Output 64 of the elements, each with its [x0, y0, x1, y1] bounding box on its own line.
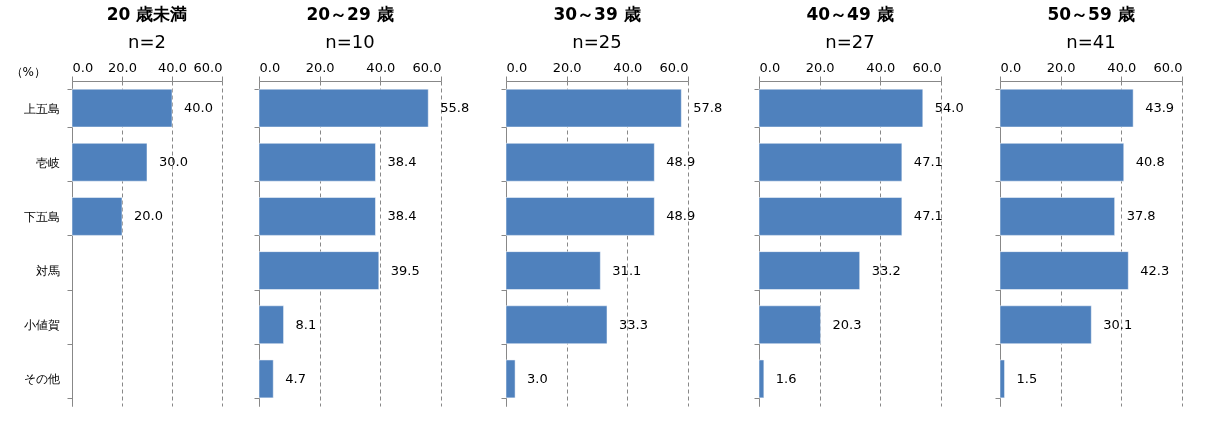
data-label: 38.4: [387, 208, 417, 224]
data-label: 30.1: [1103, 316, 1133, 332]
x-tick-label: 60.0: [659, 59, 689, 75]
y-tick-label: 小値賀: [23, 318, 60, 333]
x-tick-label: 60.0: [912, 59, 942, 75]
chart-title: 40～49 歳: [806, 4, 894, 24]
data-label: 37.8: [1126, 208, 1156, 224]
chart-title: 30～39 歳: [553, 4, 641, 24]
x-tick-label: 60.0: [412, 59, 442, 75]
x-tick-label: 0.0: [1000, 59, 1022, 75]
data-label: 48.9: [666, 154, 696, 170]
data-label: 8.1: [295, 316, 317, 332]
data-label: 40.8: [1135, 154, 1165, 170]
y-tick-label: 対馬: [35, 264, 60, 279]
data-label: 42.3: [1140, 262, 1170, 278]
chart-subtitle: n=25: [572, 31, 622, 52]
x-tick-label: 20.0: [108, 59, 137, 75]
x-tick-label: 40.0: [1107, 59, 1137, 75]
x-tick-label: 0.0: [759, 59, 781, 75]
x-tick-label: 0.0: [506, 59, 528, 75]
data-label: 47.1: [913, 154, 943, 170]
x-tick-label: 20.0: [1046, 59, 1076, 75]
y-tick-label: 上五島: [23, 101, 60, 116]
chart-subtitle: n=2: [128, 31, 166, 52]
x-tick-label: 0.0: [72, 59, 94, 75]
y-tick-label: 下五島: [23, 209, 60, 224]
data-label: 33.3: [619, 316, 648, 332]
x-tick-label: 0.0: [259, 59, 281, 75]
data-label: 54.0: [934, 100, 964, 116]
x-tick-label: 20.0: [552, 59, 582, 75]
data-label: 38.4: [387, 154, 417, 170]
data-label: 57.8: [693, 100, 723, 116]
data-label: 48.9: [666, 208, 696, 224]
data-label: 30.0: [159, 154, 188, 170]
chart-title: 20～29 歳: [306, 4, 394, 24]
data-label: 47.1: [913, 208, 943, 224]
chart-subtitle: n=10: [325, 31, 375, 52]
data-label: 1.5: [1016, 370, 1038, 386]
data-label: 33.2: [871, 262, 901, 278]
x-tick-label: 40.0: [366, 59, 396, 75]
data-label: 31.1: [612, 262, 642, 278]
data-label: 1.6: [775, 370, 797, 386]
data-label: 4.7: [285, 370, 306, 386]
x-tick-label: 20.0: [305, 59, 335, 75]
data-label: 55.8: [440, 100, 470, 116]
x-tick-label: 40.0: [613, 59, 643, 75]
x-tick-label: 40.0: [158, 59, 187, 75]
x-tick-label: 40.0: [866, 59, 896, 75]
data-label: 3.0: [527, 370, 548, 386]
data-label: 43.9: [1145, 100, 1175, 116]
data-label: 20.3: [832, 316, 862, 332]
x-tick-label: 60.0: [1153, 59, 1183, 75]
x-tick-label: 20.0: [805, 59, 835, 75]
x-tick-label: 60.0: [193, 59, 223, 75]
x-axis-title: （%）: [10, 64, 46, 79]
data-label: 20.0: [134, 208, 163, 224]
chart-subtitle: n=27: [825, 31, 875, 52]
chart-subtitle: n=41: [1066, 31, 1116, 52]
chart-title: 20 歳未満: [106, 4, 188, 24]
data-label: 40.0: [184, 100, 213, 116]
data-label: 39.5: [390, 262, 420, 278]
chart-title: 50～59 歳: [1047, 4, 1135, 24]
y-tick-label: その他: [23, 372, 60, 387]
y-tick-label: 壱岐: [35, 155, 60, 170]
